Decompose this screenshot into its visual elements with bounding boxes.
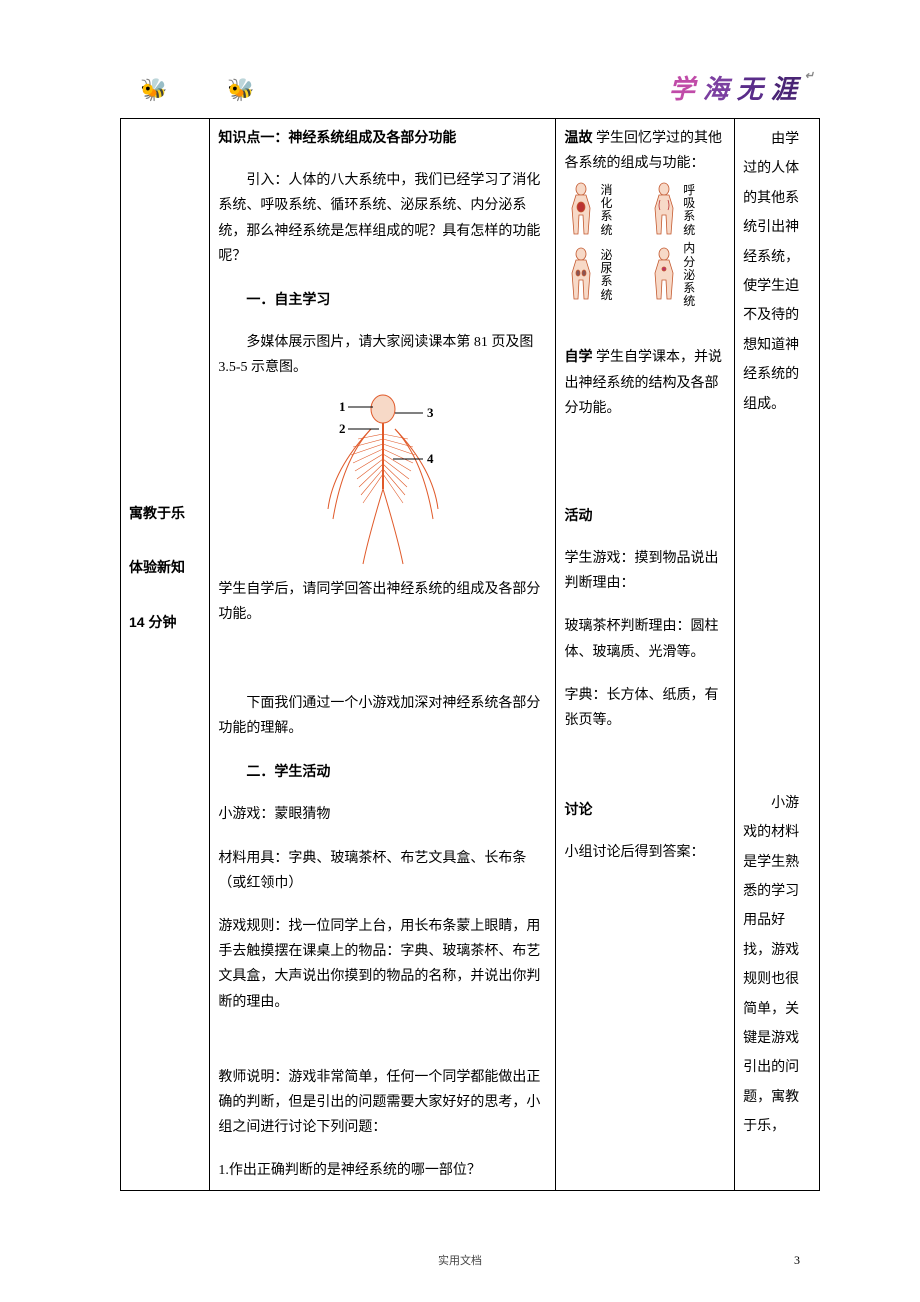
system-urinary: 泌尿系统 <box>564 242 643 308</box>
wengu-p: 温故 学生回忆学过的其他各系统的组成与功能： <box>564 125 726 176</box>
note-p2: 小游戏的材料是学生熟悉的学习用品好找，游戏规则也很简单，关键是游戏引出的问题，寓… <box>743 789 811 1142</box>
rules-p: 游戏规则：找一位同学上台，用长布条蒙上眼睛，用手去触摸摆在课桌上的物品：字典、玻… <box>218 914 547 1015</box>
zixue-p: 自学 学生自学课本，并说出神经系统的结构及各部分功能。 <box>564 344 726 421</box>
discuss-p: 小组讨论后得到答案： <box>564 840 726 865</box>
left-label-1: 寓教于乐 <box>129 495 201 531</box>
system-endocrine: 内分泌系统 <box>647 242 726 308</box>
lesson-table: 寓教于乐 体验新知 14 分钟 知识点一：神经系统组成及各部分功能 引入：人体的… <box>120 118 820 1191</box>
system-digestive: 消化系统 <box>564 182 643 238</box>
student-activity-cell: 温故 学生回忆学过的其他各系统的组成与功能： 消化系统 呼吸系统 泌尿系统 <box>556 119 735 1191</box>
note-p1: 由学过的人体的其他系统引出神经系统，使学生迫不及待的想知道神经系统的组成。 <box>743 125 811 419</box>
notes-cell: 由学过的人体的其他系统引出神经系统，使学生迫不及待的想知道神经系统的组成。 小游… <box>735 119 820 1191</box>
footer-label: 实用文档 <box>0 1252 920 1272</box>
dict-reason: 字典：长方体、纸质，有张页等。 <box>564 683 726 733</box>
teacher-note-p: 教师说明：游戏非常简单，任何一个同学都能做出正确的判断，但是引出的问题需要大家好… <box>218 1065 547 1141</box>
activity-title: 活动 <box>564 503 726 528</box>
bee-icons: 🐝 🐝 <box>120 70 255 110</box>
left-label-3: 14 分钟 <box>129 604 201 640</box>
teaching-content-cell: 知识点一：神经系统组成及各部分功能 引入：人体的八大系统中，我们已经学习了消化系… <box>210 119 556 1191</box>
diagram-label-4: 4 <box>427 451 434 466</box>
section2-title: 二．学生活动 <box>218 759 547 784</box>
cup-reason: 玻璃茶杯判断理由：圆柱体、玻璃质、光滑等。 <box>564 614 726 664</box>
header-decor: 🐝 🐝 学 海 无 涯 ↵ <box>120 70 820 110</box>
game-name: 小游戏：蒙眼猜物 <box>218 802 547 827</box>
page-number: 3 <box>794 1250 800 1272</box>
after-selfstudy-p: 学生自学后，请同学回答出神经系统的组成及各部分功能。 <box>218 577 547 627</box>
page-script-title: 学 海 无 涯 ↵ <box>669 67 820 114</box>
bee-icon: 🐝 <box>140 70 167 110</box>
nervous-system-diagram: 1 2 3 4 <box>273 389 493 569</box>
activity-p: 学生游戏：摸到物品说出判断理由： <box>564 546 726 596</box>
left-label-2: 体验新知 <box>129 549 201 585</box>
bee-icon: 🐝 <box>227 70 254 110</box>
discuss-title: 讨论 <box>564 797 726 822</box>
knowledge-point-title: 知识点一：神经系统组成及各部分功能 <box>218 125 547 150</box>
system-respiratory: 呼吸系统 <box>647 182 726 238</box>
systems-grid: 消化系统 呼吸系统 泌尿系统 内分泌系统 <box>564 182 726 308</box>
materials-p: 材料用具：字典、玻璃茶杯、布艺文具盒、长布条（或红领巾） <box>218 846 547 896</box>
diagram-label-1: 1 <box>339 399 346 414</box>
diagram-label-3: 3 <box>427 405 434 420</box>
question-1: 1.作出正确判断的是神经系统的哪一部位？ <box>218 1158 547 1183</box>
bridge-paragraph: 下面我们通过一个小游戏加深对神经系统各部分功能的理解。 <box>218 691 547 741</box>
section1-p1: 多媒体展示图片，请大家阅读课本第 81 页及图 3.5-5 示意图。 <box>218 330 547 380</box>
diagram-label-2: 2 <box>339 421 346 436</box>
left-label-cell: 寓教于乐 体验新知 14 分钟 <box>121 119 210 1191</box>
intro-paragraph: 引入：人体的八大系统中，我们已经学习了消化系统、呼吸系统、循环系统、泌尿系统、内… <box>218 168 547 269</box>
section1-title: 一．自主学习 <box>218 287 547 312</box>
